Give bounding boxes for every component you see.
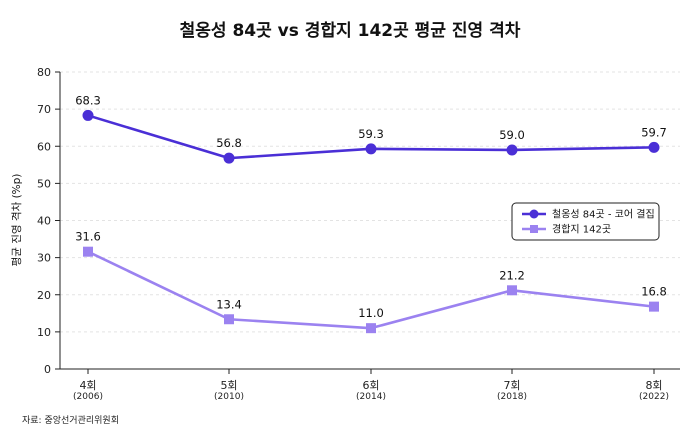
series-group: 68.3 56.8 59.3 59.0 59.7 31.6 13.4 11.0 21.2 16.8: [75, 93, 667, 334]
data-label: 16.8: [641, 285, 667, 299]
data-point: [506, 144, 518, 156]
legend-label: 철옹성 84곳 - 코어 결집: [552, 209, 655, 221]
data-label: 13.4: [216, 297, 242, 311]
grid-lines: [60, 71, 680, 333]
y-tick-label: 80: [37, 66, 51, 79]
y-tick-label: 30: [37, 252, 51, 265]
x-tick-sublabel: (2018): [497, 392, 527, 402]
y-tick-label: 60: [37, 140, 51, 153]
data-label: 21.2: [499, 268, 525, 282]
y-tick-label: 50: [37, 177, 51, 190]
data-label: 59.0: [499, 128, 525, 142]
legend-box: [511, 202, 660, 241]
x-axis-ticks: 4회(2006) 5회(2010) 6회(2014) 7회(2018) 8회(2022): [73, 369, 669, 402]
x-tick-label: 8회: [645, 379, 662, 392]
x-tick-label: 7회: [503, 379, 520, 392]
y-tick-label: 10: [37, 326, 51, 339]
x-tick-sublabel: (2006): [73, 392, 103, 402]
x-tick-label: 6회: [362, 379, 379, 392]
x-tick-sublabel: (2014): [356, 392, 386, 402]
y-axis-label: 평균 진영 격차 (%p): [10, 174, 23, 267]
legend-label: 경합지 142곳: [552, 223, 611, 236]
chart-title: 철옹성 84곳 vs 경합지 142곳 평균 진영 격차: [180, 20, 521, 41]
data-point: [649, 301, 659, 312]
legend-marker: [530, 225, 538, 233]
data-label: 68.3: [75, 93, 101, 107]
data-label: 31.6: [75, 230, 101, 244]
y-axis-ticks: 0 10 20 30 40 50 60 70 80: [37, 66, 60, 376]
legend-marker: [529, 209, 539, 219]
x-tick-sublabel: (2010): [214, 392, 244, 402]
y-tick-label: 70: [37, 103, 51, 116]
data-label: 56.8: [216, 136, 242, 150]
data-point: [82, 109, 94, 121]
y-tick-label: 20: [37, 289, 51, 302]
data-point: [366, 323, 376, 334]
y-tick-label: 0: [44, 363, 51, 376]
source-note: 자료: 중앙선거관리위원회: [22, 414, 119, 426]
data-point: [224, 314, 234, 325]
data-point: [223, 152, 235, 164]
data-label: 59.7: [641, 125, 667, 139]
x-tick-sublabel: (2022): [639, 392, 669, 402]
x-tick-label: 5회: [220, 379, 237, 392]
y-tick-label: 40: [37, 215, 51, 228]
data-point: [365, 143, 377, 155]
data-point: [507, 285, 517, 296]
data-point: [83, 246, 93, 257]
data-label: 11.0: [358, 306, 384, 320]
x-tick-label: 4회: [79, 379, 96, 392]
data-label: 59.3: [358, 127, 384, 141]
data-point: [648, 141, 660, 153]
